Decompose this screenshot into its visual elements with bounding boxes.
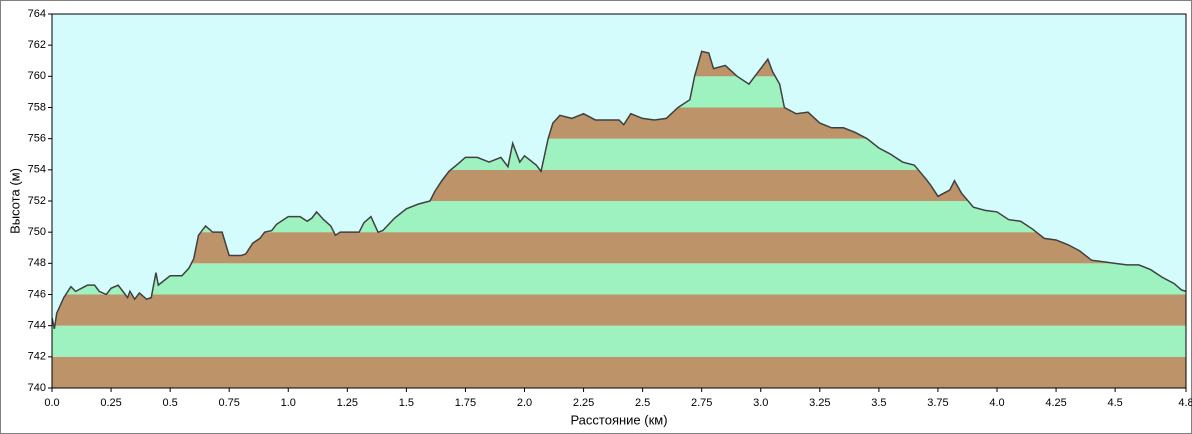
x-tick-label: 1.75	[455, 397, 476, 409]
x-tick-label: 3.75	[927, 397, 948, 409]
x-tick-label: 2.0	[517, 397, 532, 409]
x-tick-label: 4.5	[1107, 397, 1122, 409]
y-tick-label: 754	[28, 164, 46, 176]
x-tick-label: 2.75	[691, 397, 712, 409]
elevation-band	[52, 325, 1186, 357]
x-tick-label: 1.5	[399, 397, 414, 409]
y-tick-label: 740	[28, 382, 46, 394]
x-tick-label: 3.0	[753, 397, 768, 409]
x-tick-label: 0.75	[218, 397, 239, 409]
y-tick-label: 762	[28, 39, 46, 51]
x-tick-label: 4.0	[989, 397, 1004, 409]
y-tick-label: 764	[28, 8, 46, 20]
x-tick-label: 1.0	[281, 397, 296, 409]
x-tick-label: 0.5	[162, 397, 177, 409]
x-tick-label: 3.25	[809, 397, 830, 409]
elevation-line	[51, 50, 1187, 329]
y-tick-label: 756	[28, 133, 46, 145]
elevation-band	[52, 294, 1186, 326]
y-tick-label: 746	[28, 288, 46, 300]
y-tick-label: 760	[28, 70, 46, 82]
x-tick-label: 2.5	[635, 397, 650, 409]
y-tick-label: 748	[28, 257, 46, 269]
y-tick-label: 744	[28, 320, 46, 332]
x-tick-label: 4.8	[1178, 397, 1192, 409]
y-axis-title: Высота (м)	[7, 168, 22, 234]
elevation-band	[52, 263, 1186, 295]
elevation-band	[52, 232, 1186, 264]
x-tick-label: 4.25	[1045, 397, 1066, 409]
x-tick-label: 0.25	[100, 397, 121, 409]
y-tick-label: 752	[28, 195, 46, 207]
elevation-band	[52, 356, 1186, 388]
x-tick-label: 0.0	[44, 397, 59, 409]
y-tick-label: 758	[28, 101, 46, 113]
x-tick-label: 1.25	[337, 397, 358, 409]
x-tick-label: 2.25	[573, 397, 594, 409]
y-tick-label: 742	[28, 351, 46, 363]
x-axis-title: Расстояние (км)	[570, 412, 667, 427]
y-tick-label: 750	[28, 226, 46, 238]
x-tick-label: 3.5	[871, 397, 886, 409]
